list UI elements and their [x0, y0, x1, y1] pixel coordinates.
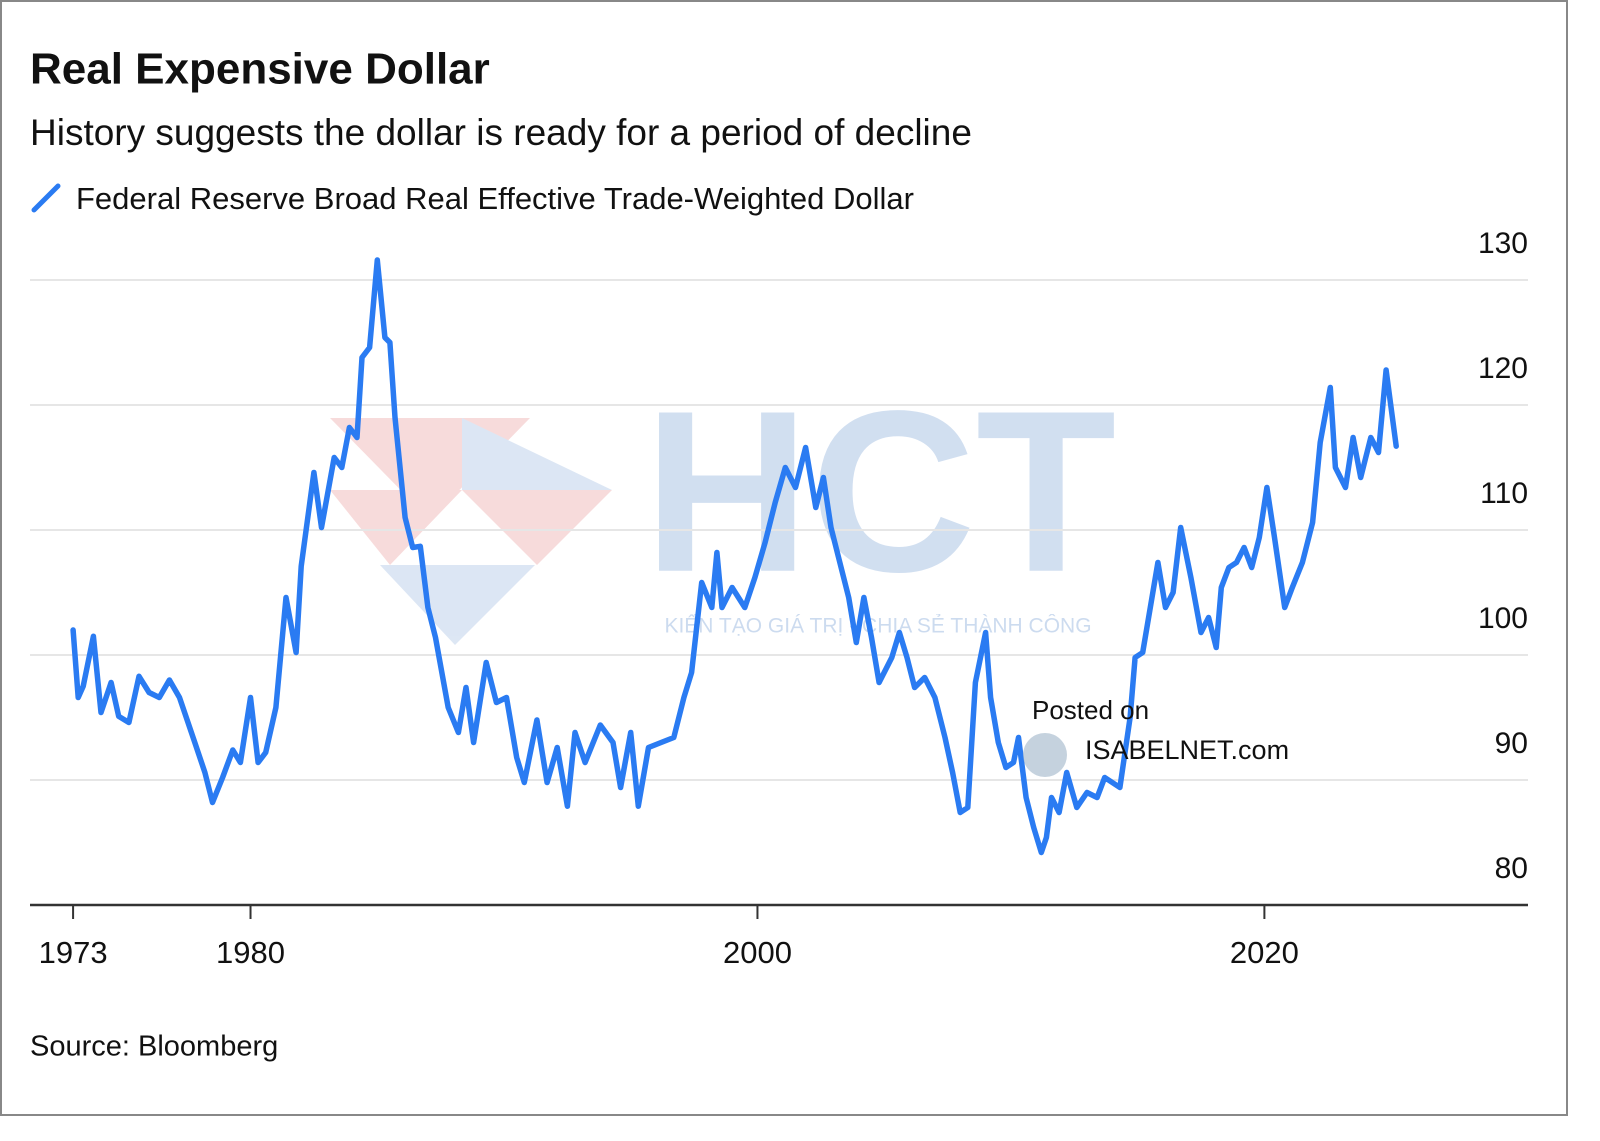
y-tick-label: 90 [1495, 727, 1528, 760]
watermark-slogan: KIẾN TẠO GIÁ TRỊ - CHIA SẺ THÀNH CÔNG [664, 615, 1091, 638]
legend-label: Federal Reserve Broad Real Effective Tra… [76, 181, 914, 216]
watermark-posted: Posted on [1032, 695, 1149, 725]
source: Source: Bloomberg [30, 1031, 278, 1063]
y-tick-label: 100 [1478, 602, 1528, 635]
x-tick-label: 1980 [216, 935, 285, 970]
watermark-site: ISABELNET.com [1085, 735, 1289, 765]
y-tick-label: 120 [1478, 352, 1528, 385]
x-tick-label: 1973 [39, 935, 108, 970]
legend-swatch [31, 183, 61, 213]
watermark-icon [1023, 733, 1067, 777]
chart-title: Real Expensive Dollar [30, 45, 490, 94]
plot-area: 80 90 100 110 120 130 1973 1980 2000 2020 [30, 227, 1528, 970]
x-tick-label: 2020 [1230, 935, 1299, 970]
chart-subtitle: History suggests the dollar is ready for… [30, 112, 972, 153]
y-tick-label: 80 [1495, 852, 1528, 885]
data-line [70, 257, 1399, 856]
y-tick-label: 130 [1478, 227, 1528, 260]
y-tick-label: 110 [1480, 477, 1528, 510]
x-tick-label: 2000 [723, 935, 792, 970]
logo [330, 418, 612, 645]
